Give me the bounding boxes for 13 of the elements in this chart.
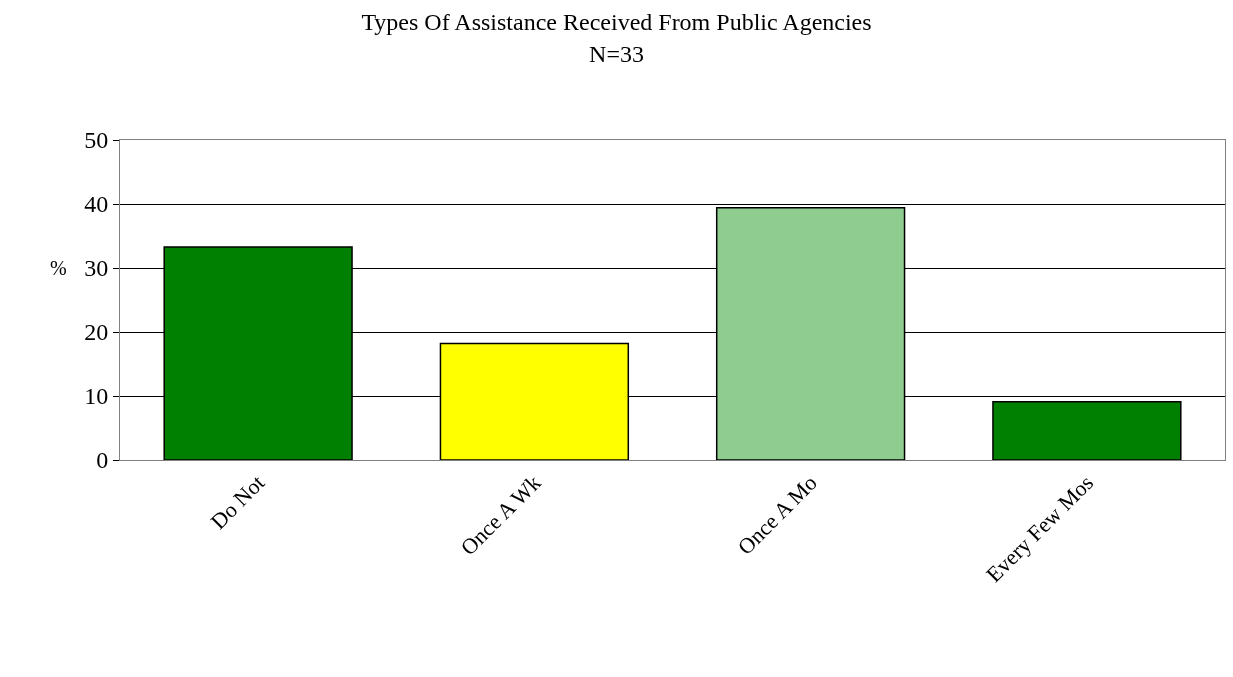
y-tick-label: 10 bbox=[84, 383, 109, 410]
y-axis-title: % bbox=[50, 257, 67, 279]
chart-subtitle: N=33 bbox=[589, 40, 644, 67]
chart-title: Types Of Assistance Received From Public Agencies bbox=[361, 9, 872, 36]
y-tick-label: 0 bbox=[96, 447, 109, 474]
x-tick-label: Once A Mo bbox=[732, 470, 822, 560]
bar bbox=[992, 401, 1182, 460]
y-tick-label: 40 bbox=[84, 191, 109, 218]
y-tick-label: 50 bbox=[84, 127, 109, 154]
x-tick-label: Do Not bbox=[205, 470, 270, 534]
x-tick-label: Once A Wk bbox=[455, 470, 546, 561]
y-tick-label: 30 bbox=[84, 255, 109, 282]
y-tick-label: 20 bbox=[84, 319, 109, 346]
